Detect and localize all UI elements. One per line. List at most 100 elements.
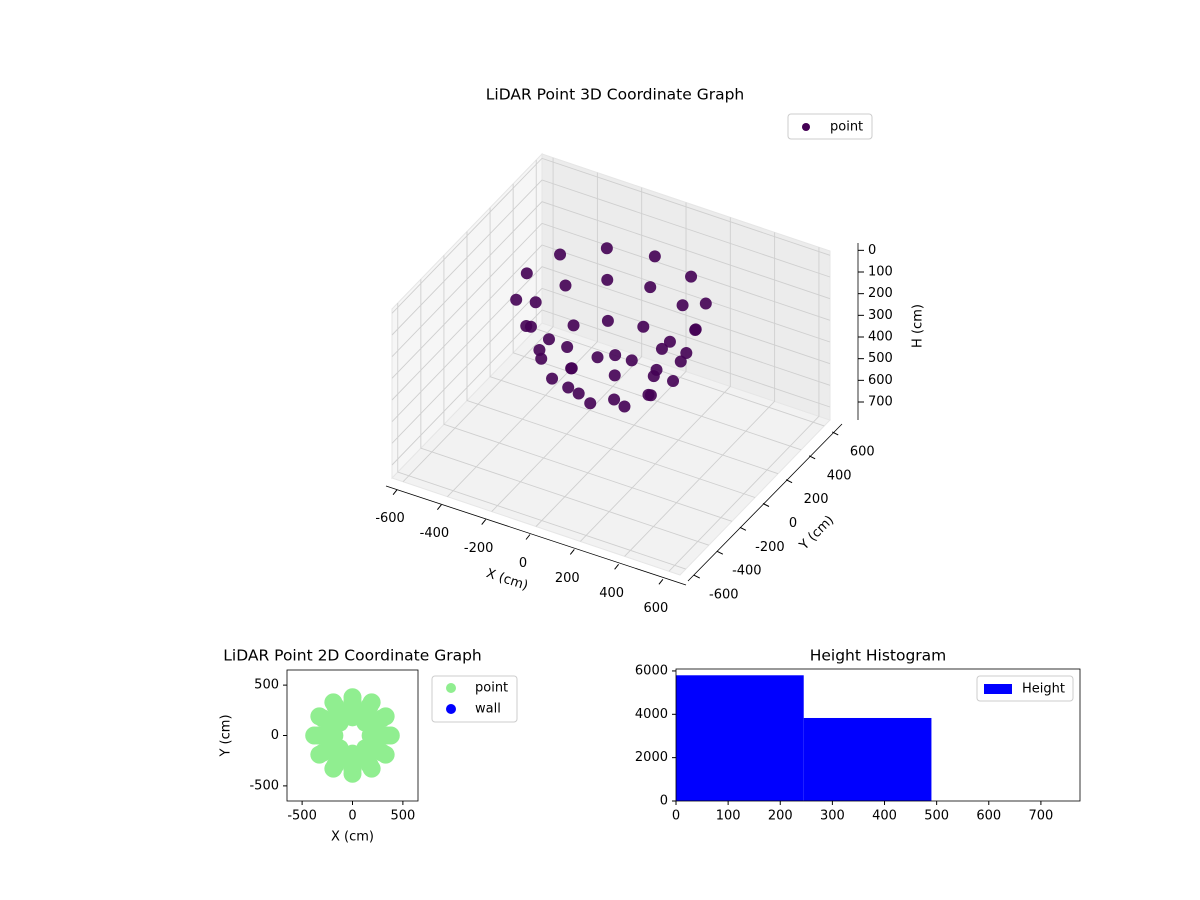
- point: [647, 370, 660, 383]
- y-tick-label: -400: [732, 564, 762, 579]
- grid-line: [491, 187, 643, 512]
- point: [644, 389, 657, 402]
- point: [567, 319, 580, 332]
- point: [559, 279, 572, 292]
- x-tick: [436, 504, 442, 510]
- chart-title: LiDAR Point 3D Coordinate Graph: [486, 86, 744, 104]
- bar: [803, 717, 932, 801]
- point: [572, 387, 585, 400]
- point: [554, 248, 567, 261]
- point: [608, 393, 621, 406]
- y-axis-label: Y (cm): [219, 714, 234, 757]
- point: [591, 351, 604, 364]
- point: [600, 242, 613, 255]
- point: [685, 270, 698, 283]
- chart-title: Height Histogram: [810, 647, 947, 665]
- grid-line: [535, 202, 687, 527]
- grid-line: [579, 217, 731, 542]
- bar: [676, 675, 804, 801]
- point: [356, 739, 375, 758]
- point: [689, 323, 702, 336]
- x-tick-label: 200: [555, 571, 580, 586]
- x-tick: [569, 549, 575, 555]
- grid-line: [443, 255, 733, 522]
- grid-line: [668, 247, 820, 572]
- point: [608, 369, 621, 382]
- y-tick-label: 2000: [635, 750, 668, 765]
- grid-line: [391, 201, 831, 357]
- point: [546, 372, 559, 385]
- point: [601, 314, 614, 327]
- grid-line: [391, 222, 831, 379]
- point: [637, 320, 650, 333]
- x-tick-label: 600: [976, 809, 1001, 824]
- grid-line: [391, 179, 831, 336]
- z-tick-label: 100: [868, 265, 893, 280]
- y-tick-label: -600: [709, 588, 739, 603]
- y-tick-label: 200: [804, 492, 829, 507]
- point: [609, 349, 622, 362]
- x-tick-label: 500: [924, 809, 949, 824]
- point: [648, 250, 661, 263]
- x-tick-label: 500: [390, 809, 415, 824]
- y-tick-label: 4000: [635, 707, 668, 722]
- x-tick-label: -600: [375, 511, 405, 526]
- point: [584, 397, 597, 410]
- grid-line: [466, 231, 756, 498]
- x-tick-label: 700: [1028, 809, 1053, 824]
- y-tick-label: 6000: [635, 663, 668, 678]
- y-tick-label: 0: [271, 728, 279, 743]
- point: [529, 296, 542, 309]
- point: [520, 267, 533, 280]
- x-tick-label: 200: [768, 809, 793, 824]
- x-tick: [614, 564, 620, 570]
- grid-line: [624, 232, 776, 557]
- y-axis-label: Y (cm): [796, 513, 837, 554]
- plot-frame: [675, 668, 1081, 802]
- x-tick-label: 100: [716, 809, 741, 824]
- y-tick-label: -500: [249, 778, 279, 793]
- point: [680, 347, 693, 360]
- point: [625, 354, 638, 367]
- chart-title: LiDAR Point 2D Coordinate Graph: [223, 647, 481, 665]
- point: [520, 319, 533, 332]
- legend-marker: [446, 704, 456, 714]
- y-tick-label: 0: [789, 516, 797, 531]
- point: [699, 297, 712, 310]
- point: [655, 342, 668, 355]
- grid-line: [391, 287, 831, 444]
- legend-label: Height: [1022, 682, 1065, 697]
- y-tick: [739, 526, 747, 531]
- y-tick: [716, 550, 724, 555]
- point: [663, 335, 676, 348]
- grid-line: [489, 207, 779, 475]
- point: [510, 293, 523, 306]
- point: [644, 281, 657, 294]
- x-tick-label: 0: [348, 809, 356, 824]
- legend-frame: [976, 675, 1074, 702]
- x-tick: [525, 534, 531, 540]
- y-axis: [687, 423, 843, 582]
- point: [667, 375, 680, 388]
- legend-marker: [802, 123, 810, 131]
- x-tick-label: -400: [420, 526, 450, 541]
- x-tick-label: 300: [820, 809, 845, 824]
- z-axis-label: H (cm): [911, 304, 926, 348]
- grid-line: [512, 183, 802, 451]
- z-tick-label: 600: [868, 373, 893, 388]
- point: [676, 299, 689, 312]
- y-tick-label: -200: [755, 540, 785, 555]
- z-tick-label: 500: [868, 351, 893, 366]
- y-tick-label: 0: [660, 794, 668, 809]
- grid-line: [397, 303, 686, 570]
- point: [542, 333, 555, 346]
- x-axis-label: X (cm): [331, 830, 374, 845]
- y-tick-label: 400: [827, 468, 852, 483]
- legend-label: point: [475, 681, 508, 696]
- z-tick-label: 300: [868, 308, 893, 323]
- point: [562, 381, 575, 394]
- grid-line: [391, 157, 831, 314]
- z-tick-label: 400: [868, 330, 893, 345]
- x-tick-label: 400: [872, 809, 897, 824]
